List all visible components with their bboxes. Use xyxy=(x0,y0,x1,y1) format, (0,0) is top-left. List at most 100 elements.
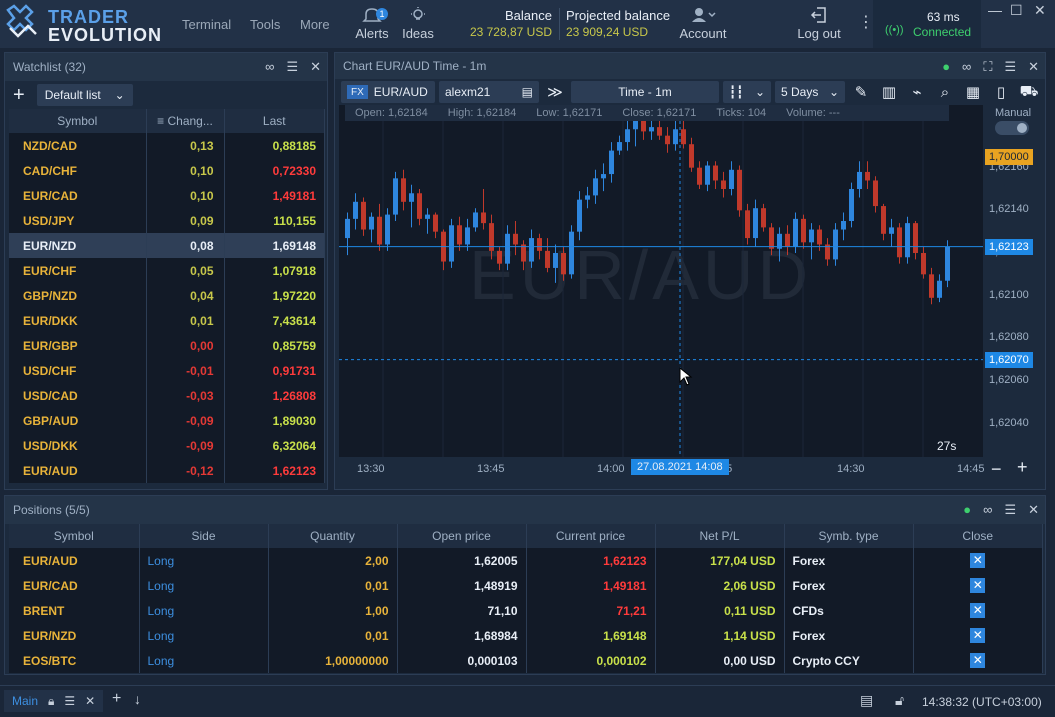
table-row[interactable]: EUR/CAD Long 0,01 1,48919 1,49181 2,06 USD For… xyxy=(9,573,1043,598)
panel-menu-icon[interactable]: ☰ xyxy=(1004,59,1017,74)
cart-icon[interactable]: ⛟ xyxy=(1019,82,1039,100)
timeframe-selector[interactable]: Time - 1m xyxy=(571,81,719,103)
table-row[interactable]: GBP/NZD 0,04 1,97220 xyxy=(9,283,325,308)
candle-body xyxy=(761,208,766,228)
column-header-open-price[interactable]: Open price xyxy=(397,524,527,548)
range-selector[interactable]: 5 Days ⌄ xyxy=(775,81,845,103)
minimize-icon[interactable]: — xyxy=(988,2,1002,18)
manual-toggle[interactable] xyxy=(995,121,1029,135)
add-workspace-button[interactable]: + xyxy=(112,690,122,707)
ideas-button[interactable]: Ideas xyxy=(401,6,435,41)
price-axis[interactable]: Manual 1,621601,621401,621201,621001,620… xyxy=(983,105,1045,457)
link-icon[interactable]: ∞ xyxy=(983,502,993,517)
candle-body xyxy=(489,223,494,251)
chart-canvas[interactable]: EUR/AUD Open: 1,62184 High: 1,62184 Low:… xyxy=(339,105,983,457)
table-row[interactable]: CAD/CHF 0,10 0,72330 xyxy=(9,158,325,183)
zoom-out-button[interactable]: − xyxy=(991,459,1002,479)
column-header-symbol[interactable]: Symbol xyxy=(9,524,140,548)
candle xyxy=(809,223,814,260)
candle xyxy=(473,208,478,232)
account-card-icon: ▤ xyxy=(521,85,533,99)
panel-menu-icon[interactable]: ☰ xyxy=(286,59,299,74)
menu-more[interactable]: More xyxy=(300,17,330,32)
add-symbol-button[interactable]: + xyxy=(13,83,25,106)
close-panel-icon[interactable]: ✕ xyxy=(1028,59,1039,74)
user-green-icon[interactable]: ● xyxy=(942,59,951,74)
indicators-icon[interactable]: ▥ xyxy=(881,84,897,101)
account-button[interactable]: Account xyxy=(676,6,730,41)
lock-icon[interactable]: 🔒︎ xyxy=(48,693,55,708)
panel-menu-icon[interactable]: ☰ xyxy=(1004,502,1017,517)
table-row[interactable]: EOS/BTC Long 1,00000000 0,000103 0,000102 0,0… xyxy=(9,648,1043,673)
chart-type-selector[interactable]: ┇┇ ⌄ xyxy=(723,81,771,103)
download-icon[interactable]: ↓ xyxy=(134,691,141,707)
lock-icon[interactable]: 🔓︎ xyxy=(895,692,905,708)
symbol-cell: GBP/AUD xyxy=(9,408,147,433)
close-position-button[interactable]: ✕ xyxy=(970,578,986,593)
close-position-button[interactable]: ✕ xyxy=(970,603,986,618)
candle-body xyxy=(609,150,614,175)
drawing-tools-icon[interactable]: ⌁ xyxy=(912,84,922,101)
log-icon[interactable]: ▤ xyxy=(860,692,874,708)
candle xyxy=(833,223,838,266)
column-header-symb-type[interactable]: Symb. type xyxy=(784,524,914,548)
maximize-icon[interactable]: ☐ xyxy=(1010,2,1023,18)
close-panel-icon[interactable]: ✕ xyxy=(1028,502,1039,517)
user-green-icon[interactable]: ● xyxy=(963,502,972,517)
layout-icon[interactable]: ▦ xyxy=(965,84,981,101)
table-row[interactable]: GBP/AUD -0,09 1,89030 xyxy=(9,408,325,433)
column-header-close[interactable]: Close xyxy=(913,524,1043,548)
candle-body xyxy=(481,212,486,224)
fullscreen-icon[interactable]: ⛶ xyxy=(983,59,993,74)
table-row[interactable]: BRENT Long 1,00 71,10 71,21 0,11 USD CFDs ✕ xyxy=(9,598,1043,623)
column-header-change[interactable]: ≡ Chang... xyxy=(146,109,225,133)
table-row[interactable]: EUR/AUD -0,12 1,62123 xyxy=(9,458,325,483)
column-header-side[interactable]: Side xyxy=(139,524,269,548)
logout-button[interactable]: Log out xyxy=(796,6,842,41)
close-position-button[interactable]: ✕ xyxy=(970,653,986,668)
column-header-current-price[interactable]: Current price xyxy=(526,524,656,548)
table-row[interactable]: USD/JPY 0,09 110,155 xyxy=(9,208,325,233)
link-icon[interactable]: ∞ xyxy=(962,59,972,74)
column-header-net-pl[interactable]: Net P/L xyxy=(655,524,785,548)
more-menu-icon[interactable]: ⋮ xyxy=(858,14,874,31)
table-row[interactable]: EUR/DKK 0,01 7,43614 xyxy=(9,308,325,333)
search-icon[interactable]: ⌕ xyxy=(940,83,950,101)
pencil-icon[interactable]: ✎ xyxy=(854,84,868,101)
zoom-in-button[interactable]: + xyxy=(1017,457,1028,477)
table-row[interactable]: EUR/CAD 0,10 1,49181 xyxy=(9,183,325,208)
table-row[interactable]: USD/CAD -0,03 1,26808 xyxy=(9,383,325,408)
close-position-button[interactable]: ✕ xyxy=(970,553,986,568)
menu-tools[interactable]: Tools xyxy=(250,17,281,32)
account-selector[interactable]: alexm21 ▤ xyxy=(439,81,539,103)
link-icon[interactable]: ∞ xyxy=(265,59,275,74)
menu-terminal[interactable]: Terminal xyxy=(182,17,232,32)
panel-menu-icon[interactable]: ☰ xyxy=(64,694,76,708)
close-tab-icon[interactable]: ✕ xyxy=(85,694,96,708)
candle-body xyxy=(713,165,718,181)
candle-body xyxy=(649,127,654,132)
table-row[interactable]: EUR/AUD Long 2,00 1,62005 1,62123 177,04 USD F… xyxy=(9,548,1043,573)
alerts-badge: 1 xyxy=(376,8,388,20)
table-row[interactable]: USD/CHF -0,01 0,91731 xyxy=(9,358,325,383)
column-header-quantity[interactable]: Quantity xyxy=(268,524,398,548)
column-header-last[interactable]: Last xyxy=(224,109,325,133)
symbol-selector[interactable]: FX EUR/AUD xyxy=(341,81,435,103)
alerts-button[interactable]: Alerts 1 xyxy=(355,6,389,41)
close-window-icon[interactable]: ✕ xyxy=(1034,2,1046,18)
table-row[interactable]: EUR/GBP 0,00 0,85759 xyxy=(9,333,325,358)
double-check-icon[interactable]: ≫ xyxy=(547,84,563,101)
table-row[interactable]: EUR/NZD Long 0,01 1,68984 1,69148 1,14 USD For… xyxy=(9,623,1043,648)
close-position-button[interactable]: ✕ xyxy=(970,628,986,643)
list-selector[interactable]: Default list ⌄ xyxy=(36,84,133,106)
table-row[interactable]: EUR/CHF 0,05 1,07918 xyxy=(9,258,325,283)
table-row[interactable]: NZD/CAD 0,13 0,88185 xyxy=(9,133,325,158)
column-header-symbol[interactable]: Symbol xyxy=(9,109,147,133)
table-row[interactable]: USD/DKK -0,09 6,32064 xyxy=(9,433,325,458)
table-row[interactable]: EUR/NZD 0,08 1,69148 xyxy=(9,233,325,258)
save-icon[interactable]: ▯ xyxy=(996,84,1006,101)
ohlc-ticks: Ticks: 104 xyxy=(716,107,767,119)
close-panel-icon[interactable]: ✕ xyxy=(310,59,321,74)
workspace-tab-main[interactable]: Main 🔒︎ ☰ ✕ xyxy=(4,690,104,712)
